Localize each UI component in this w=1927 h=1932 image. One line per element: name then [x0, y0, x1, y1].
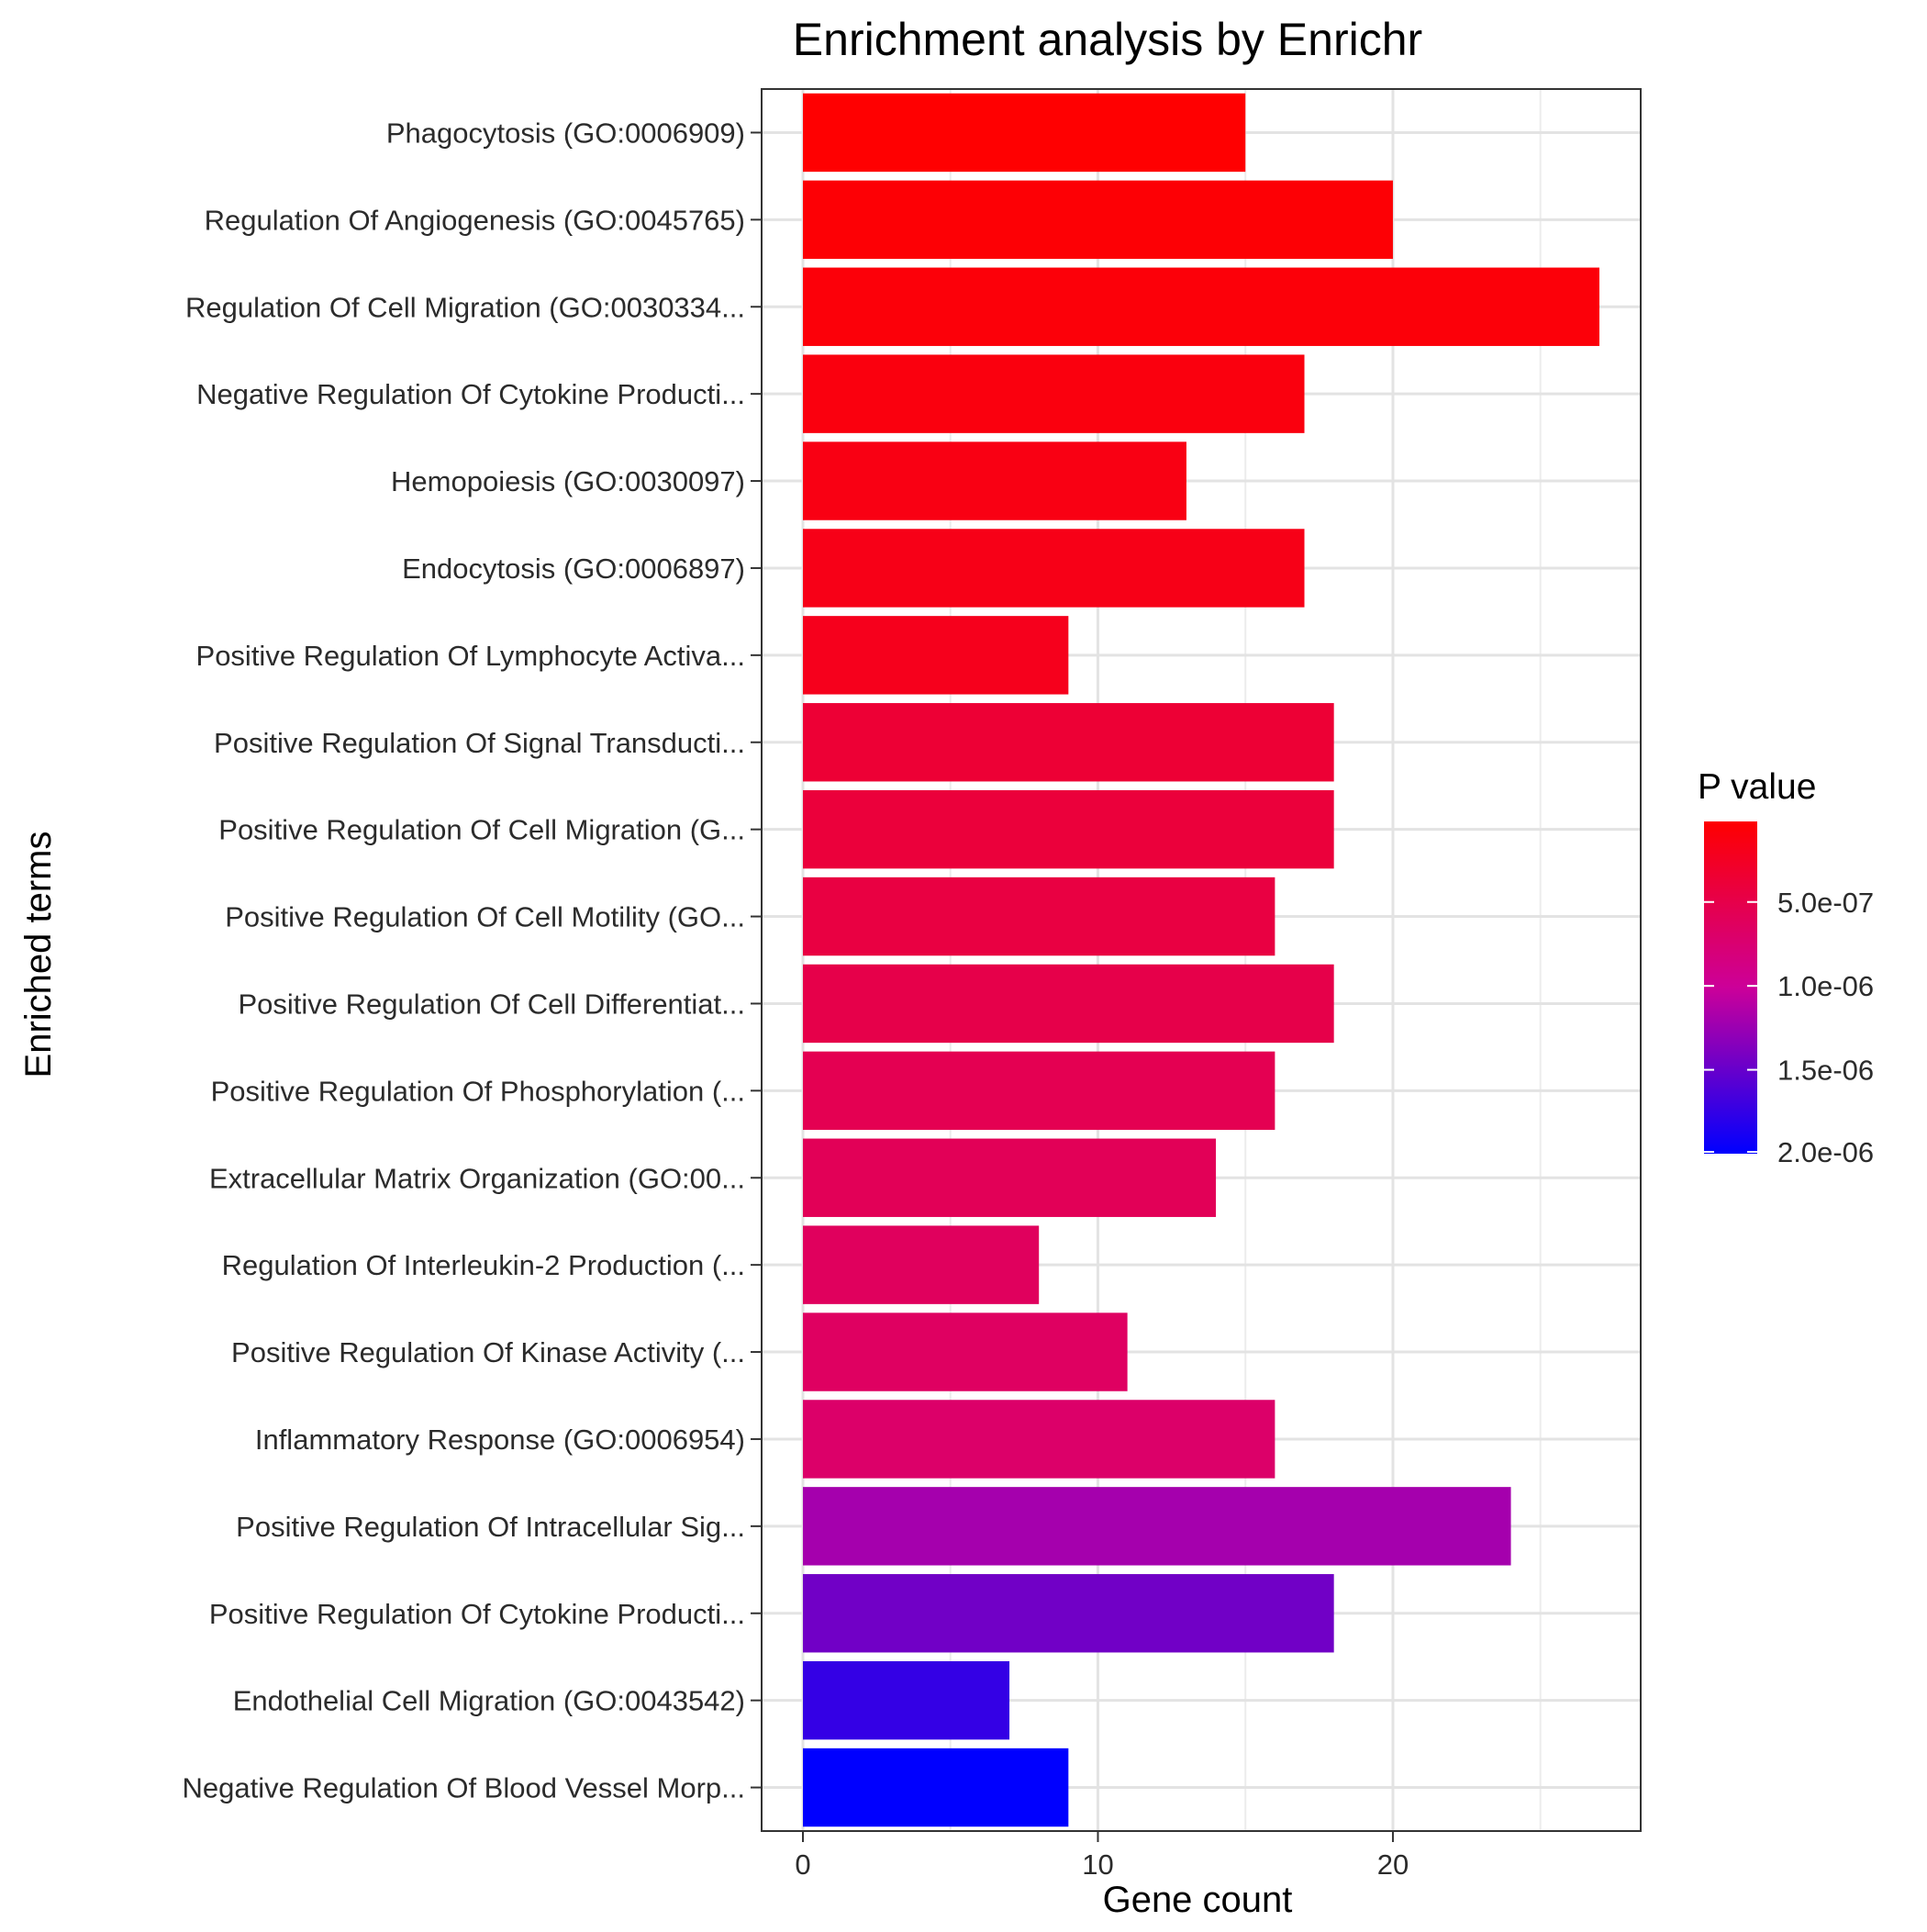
bar [803, 441, 1186, 520]
y-tick-label: Positive Regulation Of Cell Migration (G… [218, 814, 745, 846]
legend-break-label: 2.0e-06 [1777, 1136, 1874, 1168]
x-axis: 0 10 20 [795, 1831, 1409, 1881]
y-tick-label: Regulation Of Cell Migration (GO:0030334… [185, 291, 745, 323]
y-axis-title: Enriched terms [18, 832, 59, 1078]
y-tick-label: Positive Regulation Of Kinase Activity (… [231, 1336, 745, 1368]
y-tick-label: Extracellular Matrix Organization (GO:00… [209, 1162, 745, 1194]
bar [803, 789, 1334, 869]
y-tick-label: Positive Regulation Of Phosphorylation (… [211, 1075, 745, 1107]
y-tick-label: Inflammatory Response (GO:0006954) [255, 1424, 745, 1456]
y-tick-label: Regulation Of Angiogenesis (GO:0045765) [205, 204, 745, 236]
y-tick-label: Positive Regulation Of Cell Differentiat… [238, 988, 745, 1020]
legend-break-label: 5.0e-07 [1777, 887, 1874, 919]
bar [803, 93, 1246, 173]
y-tick-label: Negative Regulation Of Cytokine Producti… [196, 378, 745, 410]
y-tick-label: Positive Regulation Of Signal Transducti… [214, 727, 745, 759]
y-tick-label: Positive Regulation Of Cytokine Producti… [209, 1598, 745, 1630]
x-tick-label: 20 [1377, 1848, 1409, 1881]
bar [803, 180, 1393, 260]
y-tick-label: Negative Regulation Of Blood Vessel Morp… [183, 1772, 745, 1804]
bar [803, 267, 1599, 346]
bar [803, 1312, 1128, 1391]
bar [803, 1400, 1275, 1479]
legend-break-label: 1.0e-06 [1777, 970, 1874, 1002]
bar [803, 1138, 1217, 1217]
y-tick-label: Regulation Of Interleukin-2 Production (… [222, 1249, 745, 1281]
bar [803, 1660, 1010, 1740]
x-axis-title: Gene count [1103, 1880, 1293, 1920]
bar [803, 616, 1069, 695]
y-tick-label: Positive Regulation Of Intracellular Sig… [236, 1511, 745, 1543]
x-tick-label: 10 [1082, 1848, 1113, 1881]
y-tick-label: Hemopoiesis (GO:0030097) [391, 465, 745, 497]
panel-background [762, 89, 1641, 1831]
bar [803, 877, 1275, 956]
y-tick-label: Phagocytosis (GO:0006909) [386, 117, 745, 149]
bar [803, 529, 1305, 608]
bar [803, 1574, 1334, 1653]
bar [803, 1051, 1275, 1131]
bar [803, 1748, 1069, 1827]
x-tick-label: 0 [795, 1848, 810, 1881]
legend-break-label: 1.5e-06 [1777, 1055, 1874, 1087]
y-tick-label: Endothelial Cell Migration (GO:0043542) [233, 1685, 745, 1717]
bar [803, 354, 1305, 433]
bar [803, 964, 1334, 1044]
legend: P value 5.0e-07 1.0e-06 1.5e-06 2.0e-06 [1698, 767, 1874, 1168]
plot-panel [761, 88, 1642, 1832]
legend-colorbar [1704, 821, 1757, 1154]
bar [803, 1487, 1511, 1566]
chart-title: Enrichment analysis by Enrichr [793, 14, 1422, 65]
bar [803, 1225, 1040, 1304]
y-axis: Phagocytosis (GO:0006909) Regulation Of A… [183, 117, 762, 1804]
y-tick-label: Positive Regulation Of Lymphocyte Activa… [196, 640, 745, 672]
bar [803, 703, 1334, 782]
legend-title: P value [1698, 767, 1816, 807]
y-tick-label: Endocytosis (GO:0006897) [402, 553, 745, 585]
y-tick-label: Positive Regulation Of Cell Motility (GO… [225, 901, 745, 933]
panel-border [761, 88, 1642, 1832]
